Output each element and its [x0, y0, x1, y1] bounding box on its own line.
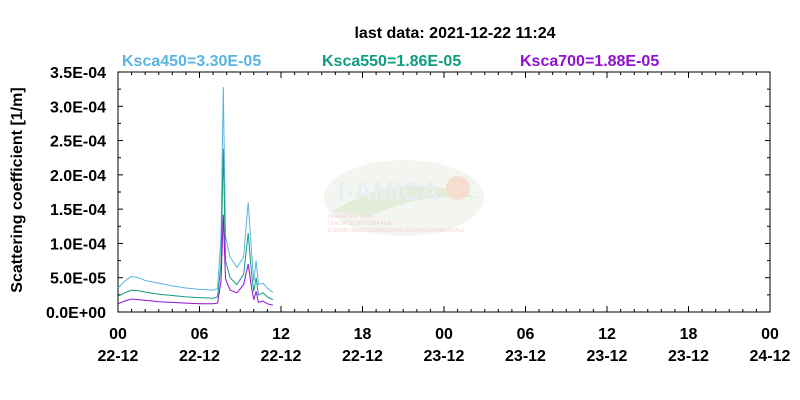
- x-tick-label-date: 22-12: [261, 348, 302, 365]
- y-tick-label: 1.5E-04: [50, 202, 106, 219]
- x-tick-label-date: 22-12: [98, 348, 139, 365]
- x-tick-label-date: 22-12: [179, 348, 220, 365]
- x-tick-label-hour: 12: [272, 326, 290, 343]
- x-tick-label-date: 23-12: [505, 348, 546, 365]
- x-tick-label-hour: 00: [109, 326, 127, 343]
- series-line-2: [117, 148, 274, 301]
- x-tick-label-date: 23-12: [587, 348, 628, 365]
- y-axis-ticks: 0.0E+00 5.0E-05 1.0E-04 1.5E-04 2.0E-04 2.5E-…: [46, 65, 770, 322]
- x-tick-label-hour: 18: [354, 326, 372, 343]
- x-tick-label-hour: 18: [680, 326, 698, 343]
- watermark-subtitle-3: IL MONITORAGGIO INTEGRATO CLIMATICO-AMBI…: [328, 228, 465, 234]
- y-axis-label: Scattering coefficient [1/m]: [9, 87, 26, 292]
- y-tick-label: 3.5E-04: [50, 65, 106, 82]
- y-tick-label: 0.0E+00: [46, 305, 106, 322]
- watermark-subtitle-1: INFRASTRUTTURA: [328, 214, 374, 220]
- series-line-1: [117, 87, 274, 294]
- y-tick-label: 1.0E-04: [50, 236, 106, 253]
- watermark-text: I-AMICA: [338, 176, 439, 206]
- legend-entry-ksca700: Ksca700=1.88E-05: [520, 53, 659, 70]
- chart-title: last data: 2021-12-22 11:24: [354, 25, 555, 42]
- series-lines: [117, 87, 274, 306]
- y-tick-label: 5.0E-05: [50, 271, 106, 288]
- x-tick-label-hour: 00: [761, 326, 779, 343]
- x-tick-label-date: 23-12: [424, 348, 465, 365]
- x-tick-label-hour: 12: [598, 326, 616, 343]
- x-tick-label-date: 24-12: [750, 348, 791, 365]
- y-tick-label: 3.0E-04: [50, 99, 106, 116]
- legend-entry-ksca450: Ksca450=3.30E-05: [122, 53, 261, 70]
- legend: Ksca450=3.30E-05 Ksca550=1.86E-05 Ksca70…: [122, 53, 659, 70]
- x-tick-label-hour: 06: [191, 326, 209, 343]
- legend-entry-ksca550: Ksca550=1.86E-05: [322, 53, 461, 70]
- watermark-subtitle-2: DI ALTA TECNOLOGIA PER: [328, 221, 391, 227]
- watermark-logo: I-AMICA INFRASTRUTTURA DI ALTA TECNOLOGI…: [324, 160, 484, 236]
- x-axis-ticks: 00 22-12 06 22-12 12 22-12 18 22-12 00 23-12 06 23-…: [98, 72, 791, 365]
- x-tick-label-date: 22-12: [342, 348, 383, 365]
- y-tick-label: 2.5E-04: [50, 134, 106, 151]
- watermark-sun: [446, 176, 470, 200]
- watermark-swoosh: [332, 185, 478, 216]
- y-tick-label: 2.0E-04: [50, 168, 106, 185]
- x-tick-label-hour: 06: [517, 326, 535, 343]
- x-tick-label-hour: 00: [435, 326, 453, 343]
- series-line-3: [117, 214, 274, 306]
- x-tick-label-date: 23-12: [668, 348, 709, 365]
